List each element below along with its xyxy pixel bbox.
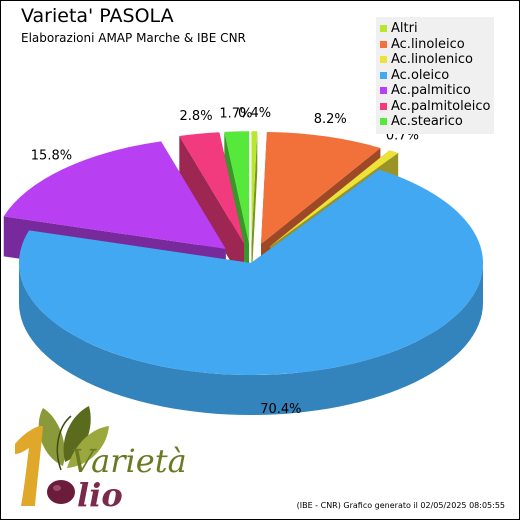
legend-label: Ac.linoleico	[391, 36, 465, 52]
varieta-olio-logo: Varietà lio	[15, 406, 187, 514]
legend-label: Ac.linolenico	[391, 52, 473, 68]
legend-swatch	[380, 118, 387, 126]
pie-slice	[3, 141, 226, 249]
pie-slice	[261, 132, 381, 244]
legend-label: Ac.oleico	[391, 67, 450, 83]
legend-swatch	[380, 102, 387, 110]
legend-label: Altri	[391, 21, 418, 37]
pie-slice	[18, 169, 484, 376]
pie-slice	[179, 132, 245, 244]
footer-note: (IBE - CNR) Grafico generato il 02/05/20…	[296, 501, 505, 510]
pie-data-label: 15.8%	[31, 148, 72, 163]
legend-label: Ac.palmitico	[391, 83, 471, 99]
legend-label: Ac.palmitoleico	[391, 98, 491, 114]
legend-item: Ac.linoleico	[380, 37, 492, 53]
legend-label: Ac.stearico	[391, 114, 463, 130]
legend-swatch	[380, 56, 387, 64]
pie-slice	[224, 131, 250, 244]
logo-text-olio: lio	[77, 476, 123, 514]
legend-item: Altri	[380, 21, 492, 37]
pie-slice	[270, 150, 399, 247]
logo-text-varieta: Varietà	[71, 442, 187, 480]
chart-subtitle: Elaborazioni AMAP Marche & IBE CNR	[21, 31, 246, 45]
pie-data-label: 1.7%	[219, 106, 252, 121]
legend-item: Ac.palmitico	[380, 83, 492, 99]
pie-data-label: 8.2%	[314, 112, 347, 127]
legend-swatch	[380, 71, 387, 79]
pie-slice	[251, 131, 258, 244]
legend-swatch	[380, 87, 387, 95]
legend-item: Ac.linolenico	[380, 52, 492, 68]
pie-slice-wall	[179, 136, 245, 284]
pie-slice-wall	[251, 131, 258, 284]
legend-item: Ac.stearico	[380, 114, 492, 130]
legend-item: Ac.palmitoleico	[380, 99, 492, 115]
legend-swatch	[380, 40, 387, 48]
pie-data-label: 0.4%	[238, 106, 271, 121]
pie-data-label: 70.4%	[260, 402, 301, 417]
legend-item: Ac.oleico	[380, 68, 492, 84]
pie-data-label: 2.8%	[180, 109, 213, 124]
pie-slice-side	[19, 263, 483, 415]
chart-legend: Altri Ac.linoleico Ac.linolenico Ac.oleico A…	[376, 17, 494, 134]
legend-swatch	[380, 25, 387, 33]
chart-title: Varieta' PASOLA	[21, 5, 174, 27]
